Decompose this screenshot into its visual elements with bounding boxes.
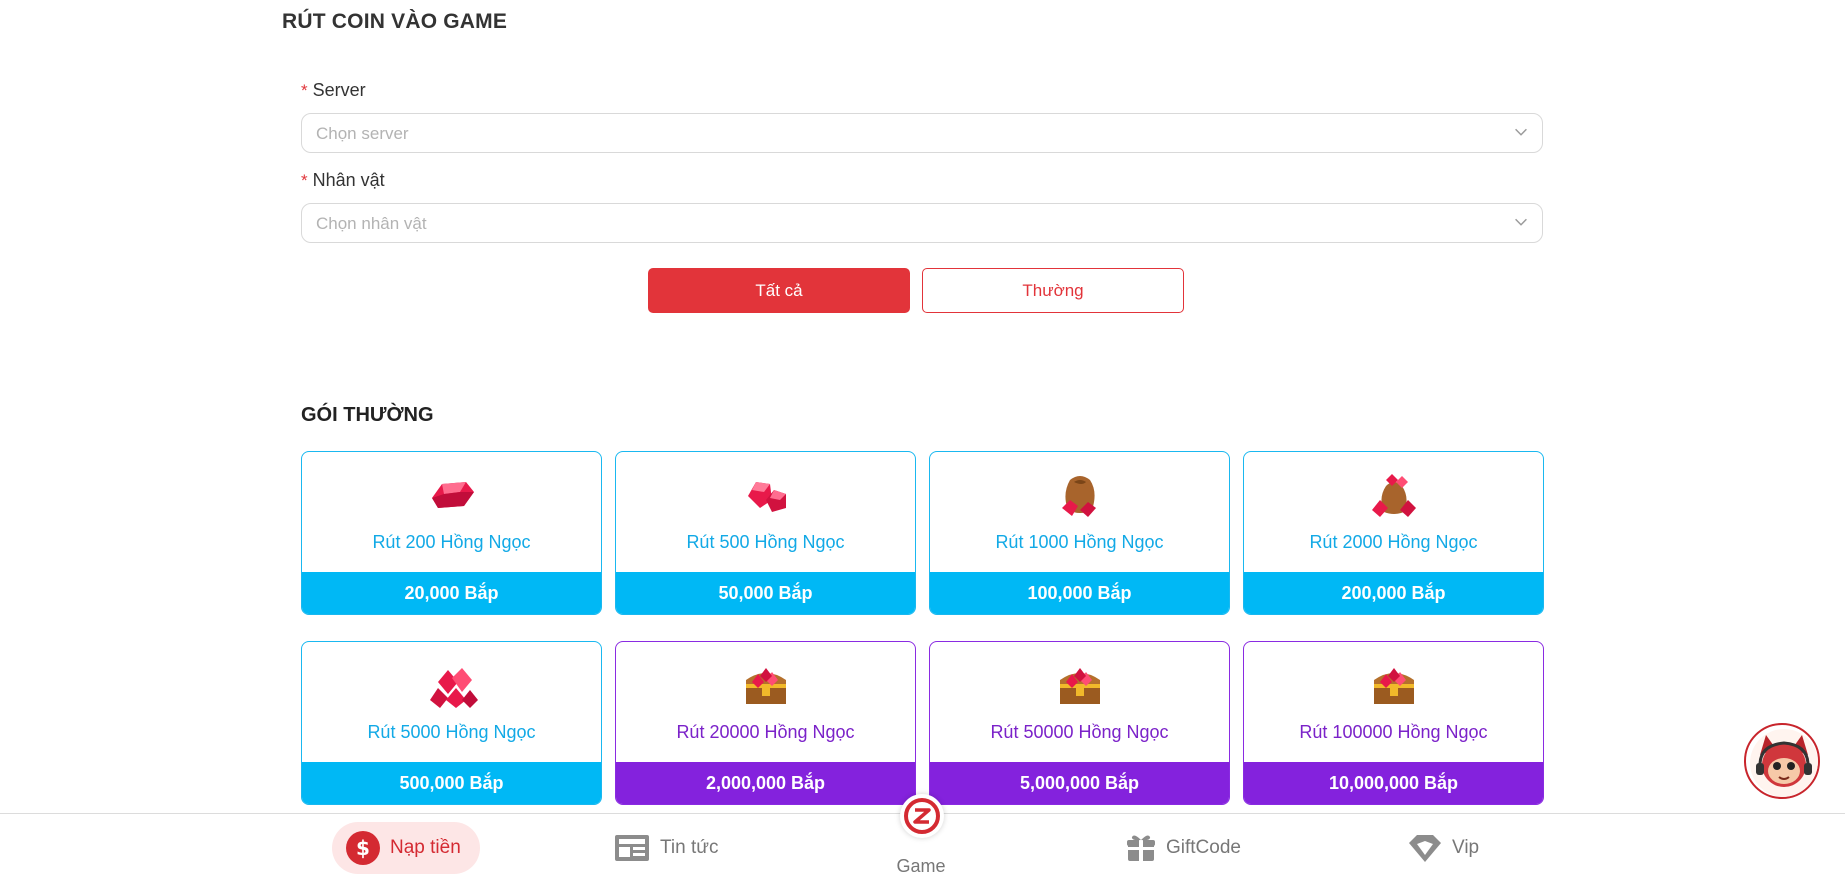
nav-deposit-label: Nạp tiền	[390, 837, 461, 858]
ruby-gem-icon	[431, 482, 474, 508]
package-price: 20,000 Bắp	[302, 572, 601, 614]
nav-news-label: Tin tức	[660, 837, 719, 858]
character-select[interactable]: Chọn nhân vật	[301, 203, 1543, 243]
character-label-text: Nhân vật	[312, 170, 385, 190]
ruby-chest-icon	[1373, 668, 1414, 704]
nav-deposit[interactable]: $ Nạp tiền	[332, 822, 480, 874]
ruby-bag-icon	[1061, 476, 1096, 517]
character-placeholder: Chọn nhân vật	[316, 214, 427, 233]
section-title: GÓI THƯỜNG	[301, 404, 434, 426]
package-name: Rút 20000 Hồng Ngọc	[676, 722, 855, 742]
package-name: Rút 2000 Hồng Ngọc	[1309, 532, 1478, 552]
package-price: 2,000,000 Bắp	[616, 762, 915, 804]
server-label: * Server	[301, 80, 366, 101]
mascot-avatar-icon	[1750, 729, 1818, 797]
package-name: Rút 100000 Hồng Ngọc	[1299, 722, 1488, 742]
nav-news[interactable]: Tin tức	[614, 822, 718, 874]
package-price: 500,000 Bắp	[302, 762, 601, 804]
server-label-text: Server	[312, 80, 366, 100]
bottom-nav: $ Nạp tiền Tin tức Game	[0, 794, 1845, 877]
game-logo	[900, 794, 944, 838]
chevron-down-icon	[1515, 128, 1527, 136]
package-price: 50,000 Bắp	[616, 572, 915, 614]
nav-giftcode-label: GiftCode	[1166, 837, 1241, 858]
page-title: RÚT COIN VÀO GAME	[282, 10, 508, 33]
nav-giftcode[interactable]: GiftCode	[1126, 822, 1241, 874]
ruby-chest-icon	[745, 668, 786, 704]
package-card[interactable]: Rút 100000 Hồng Ngọc 10,000,000 Bắp	[1243, 641, 1544, 805]
package-card[interactable]: Rút 5000 Hồng Ngọc 500,000 Bắp	[301, 641, 602, 805]
svg-text:$: $	[356, 836, 370, 860]
package-card[interactable]: Rút 2000 Hồng Ngọc 200,000 Bắp	[1243, 451, 1544, 615]
package-name: Rút 1000 Hồng Ngọc	[995, 532, 1164, 552]
ruby-chest-icon	[1059, 668, 1100, 704]
ruby-pile-bag-icon	[1371, 474, 1416, 517]
package-price: 100,000 Bắp	[930, 572, 1229, 614]
package-name: Rút 5000 Hồng Ngọc	[367, 722, 536, 742]
package-price: 200,000 Bắp	[1244, 572, 1543, 614]
package-grid: Rút 200 Hồng Ngọc 20,000 Bắp Rút 500 Hồn…	[301, 451, 1544, 805]
ruby-cluster-icon	[429, 668, 478, 708]
package-card[interactable]: Rút 500 Hồng Ngọc 50,000 Bắp	[615, 451, 916, 615]
required-mark: *	[301, 81, 308, 100]
tab-all[interactable]: Tất cả	[648, 268, 910, 313]
server-select[interactable]: Chọn server	[301, 113, 1543, 153]
dollar-icon: $	[346, 831, 380, 865]
package-name: Rút 50000 Hồng Ngọc	[990, 722, 1169, 742]
package-card[interactable]: Rút 50000 Hồng Ngọc 5,000,000 Bắp	[929, 641, 1230, 805]
support-avatar-button[interactable]	[1744, 723, 1820, 799]
server-placeholder: Chọn server	[316, 124, 409, 143]
ruby-gems-icon	[747, 482, 786, 512]
gift-icon	[1127, 835, 1155, 861]
nav-game-label: Game	[896, 856, 946, 876]
nav-game[interactable]: Game	[846, 792, 996, 877]
chevron-down-icon	[1515, 218, 1527, 226]
package-name: Rút 200 Hồng Ngọc	[372, 532, 531, 552]
nav-vip-label: Vip	[1452, 837, 1480, 858]
package-card[interactable]: Rút 1000 Hồng Ngọc 100,000 Bắp	[929, 451, 1230, 615]
package-name: Rút 500 Hồng Ngọc	[686, 532, 845, 552]
character-label: * Nhân vật	[301, 170, 385, 191]
package-price: 10,000,000 Bắp	[1244, 762, 1543, 804]
package-card[interactable]: Rút 200 Hồng Ngọc 20,000 Bắp	[301, 451, 602, 615]
game-logo-icon	[904, 798, 940, 834]
package-price: 5,000,000 Bắp	[930, 762, 1229, 804]
nav-vip[interactable]: Vip	[1408, 822, 1479, 874]
tab-normal[interactable]: Thường	[922, 268, 1184, 313]
required-mark: *	[301, 171, 308, 190]
newspaper-icon	[615, 835, 649, 861]
diamond-icon	[1409, 835, 1441, 862]
package-card[interactable]: Rút 20000 Hồng Ngọc 2,000,000 Bắp	[615, 641, 916, 805]
